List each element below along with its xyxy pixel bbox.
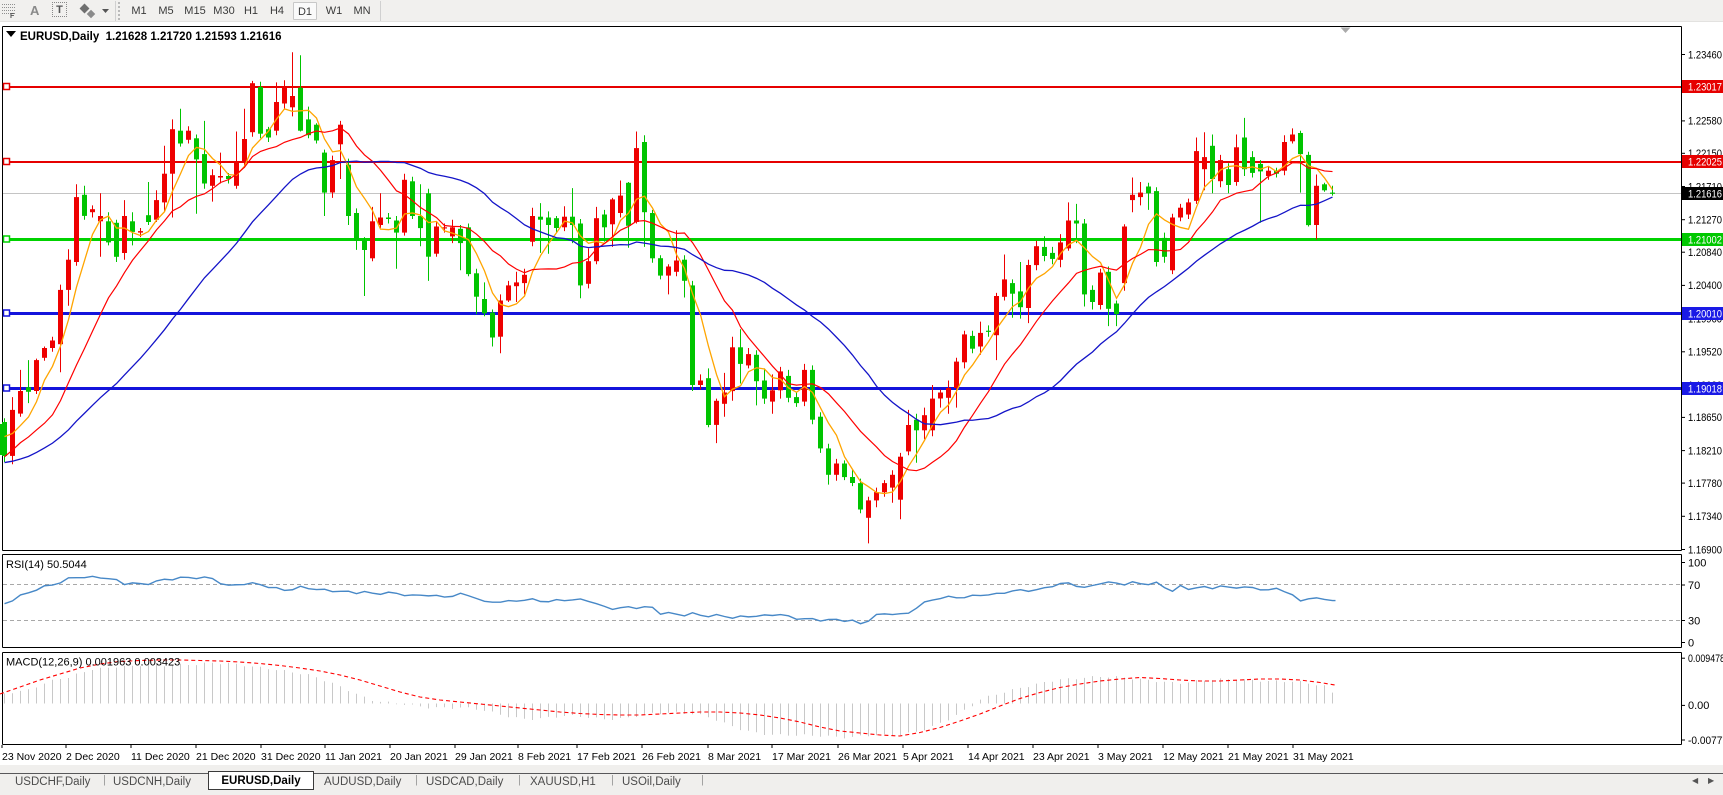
svg-text:1.23460: 1.23460 (1688, 49, 1722, 61)
svg-text:31 May 2021: 31 May 2021 (1293, 751, 1354, 763)
svg-text:-0.00777: -0.00777 (1688, 735, 1723, 747)
svg-text:1.19018: 1.19018 (1688, 383, 1722, 395)
svg-text:1.19520: 1.19520 (1688, 347, 1722, 359)
svg-text:31 Dec 2020: 31 Dec 2020 (261, 751, 321, 763)
svg-text:17 Mar 2021: 17 Mar 2021 (772, 751, 831, 763)
svg-text:29 Jan 2021: 29 Jan 2021 (455, 751, 513, 763)
svg-text:0.009478: 0.009478 (1688, 653, 1723, 665)
svg-text:21 May 2021: 21 May 2021 (1228, 751, 1289, 763)
svg-text:1.22025: 1.22025 (1688, 156, 1722, 168)
svg-text:70: 70 (1688, 580, 1700, 592)
svg-text:1.23017: 1.23017 (1688, 81, 1722, 93)
svg-text:3 May 2021: 3 May 2021 (1098, 751, 1153, 763)
svg-text:0.00: 0.00 (1688, 700, 1709, 712)
svg-text:26 Feb 2021: 26 Feb 2021 (642, 751, 701, 763)
svg-text:21 Dec 2020: 21 Dec 2020 (196, 751, 256, 763)
svg-text:12 May 2021: 12 May 2021 (1163, 751, 1224, 763)
svg-text:26 Mar 2021: 26 Mar 2021 (838, 751, 897, 763)
svg-text:2 Dec 2020: 2 Dec 2020 (66, 751, 120, 763)
svg-text:1.21002: 1.21002 (1688, 234, 1722, 246)
svg-text:8 Mar 2021: 8 Mar 2021 (708, 751, 761, 763)
svg-text:11 Jan 2021: 11 Jan 2021 (325, 751, 382, 763)
svg-text:1.22580: 1.22580 (1688, 116, 1722, 128)
svg-text:11 Dec 2020: 11 Dec 2020 (131, 751, 190, 763)
svg-text:14 Apr 2021: 14 Apr 2021 (968, 751, 1025, 763)
svg-text:MACD(12,26,9) 0.001963 0.00342: MACD(12,26,9) 0.001963 0.003423 (6, 657, 180, 669)
svg-text:1.17780: 1.17780 (1688, 478, 1722, 490)
svg-text:1.17340: 1.17340 (1688, 511, 1722, 523)
svg-text:1.20010: 1.20010 (1688, 308, 1722, 320)
svg-text:F: F (10, 13, 15, 19)
svg-text:0: 0 (1688, 637, 1694, 649)
svg-text:1.16900: 1.16900 (1688, 544, 1722, 556)
svg-text:RSI(14) 50.5044: RSI(14) 50.5044 (6, 559, 87, 571)
svg-text:1.20840: 1.20840 (1688, 247, 1722, 259)
svg-text:100: 100 (1688, 557, 1706, 569)
svg-text:EURUSD,Daily 1.21628 1.21720: EURUSD,Daily 1.21628 1.21720 1.21593 1.2… (20, 31, 282, 43)
svg-text:8 Feb 2021: 8 Feb 2021 (518, 751, 571, 763)
svg-text:5 Apr 2021: 5 Apr 2021 (903, 751, 954, 763)
svg-text:1.18650: 1.18650 (1688, 412, 1722, 424)
svg-text:1.20400: 1.20400 (1688, 280, 1722, 292)
svg-text:17 Feb 2021: 17 Feb 2021 (577, 751, 636, 763)
svg-text:23 Apr 2021: 23 Apr 2021 (1033, 751, 1090, 763)
svg-text:1.21270: 1.21270 (1688, 215, 1722, 227)
svg-text:1.18210: 1.18210 (1688, 445, 1722, 457)
svg-text:30: 30 (1688, 615, 1700, 627)
svg-text:23 Nov 2020: 23 Nov 2020 (2, 751, 62, 763)
svg-text:1.21616: 1.21616 (1688, 188, 1722, 200)
svg-text:20 Jan 2021: 20 Jan 2021 (390, 751, 448, 763)
